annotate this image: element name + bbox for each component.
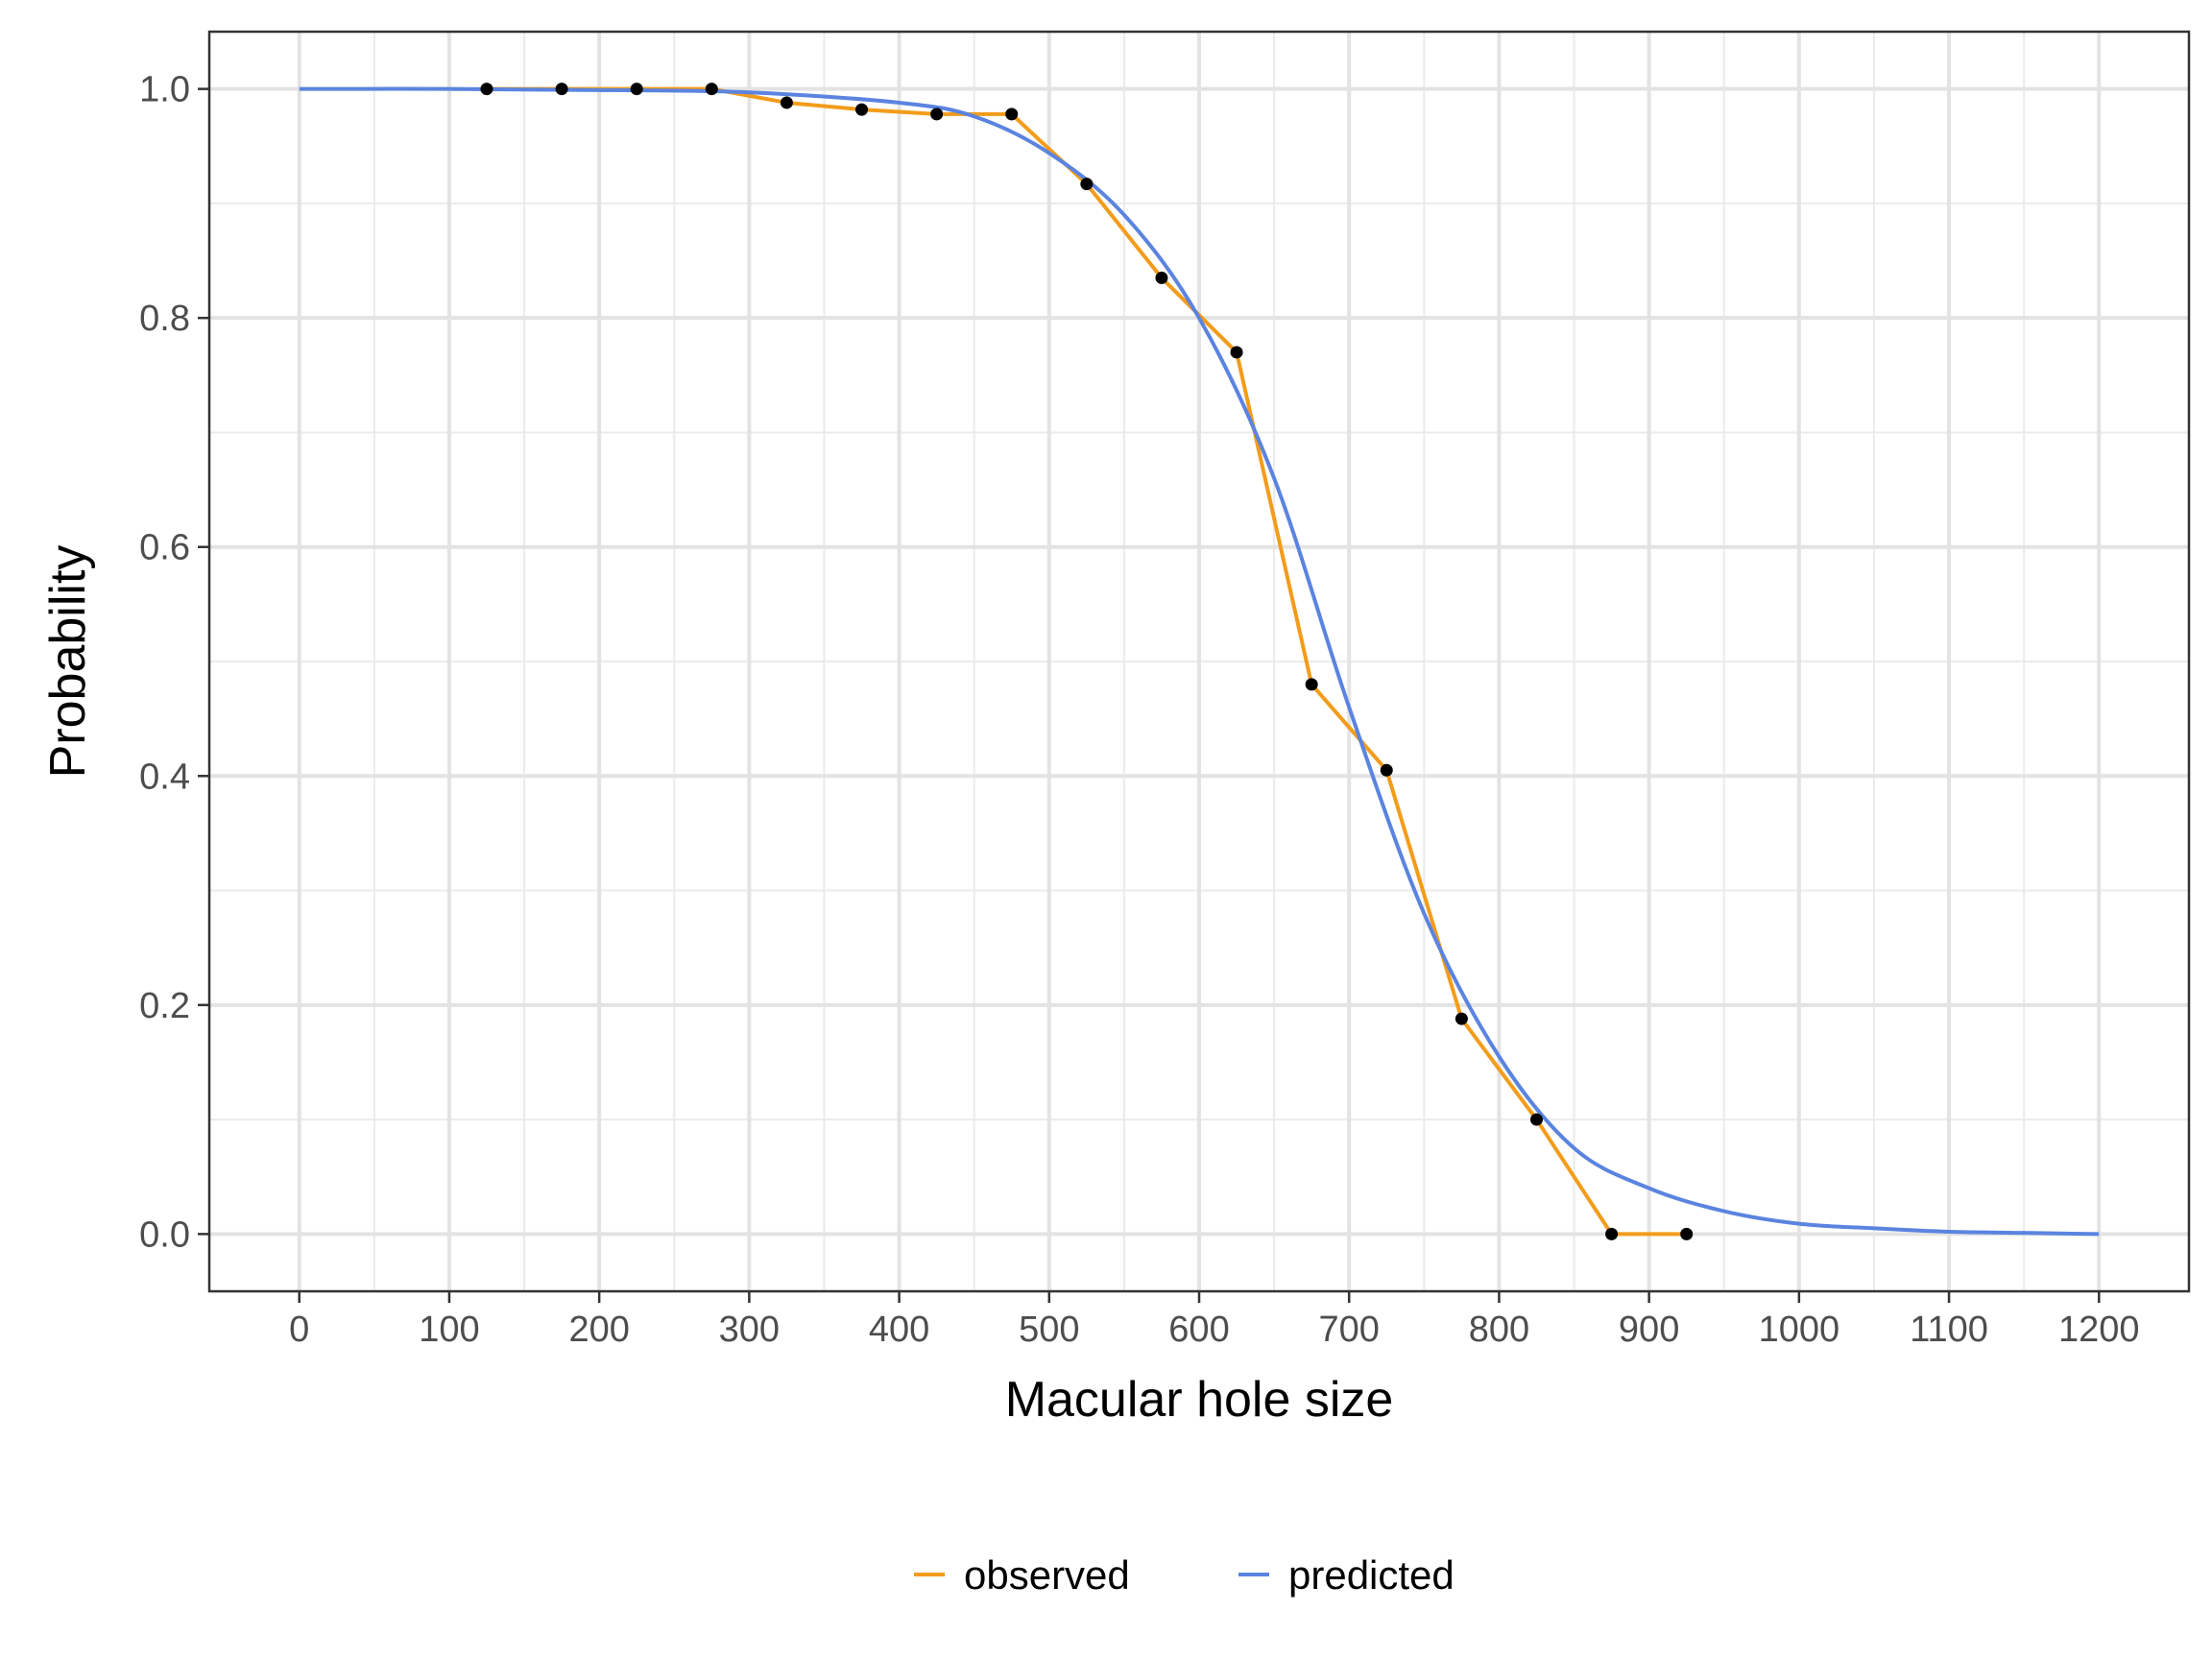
legend-label: observed <box>964 1552 1130 1598</box>
y-tick-label: 0.8 <box>139 299 190 339</box>
observed-point <box>1080 178 1094 191</box>
series-predicted-line <box>299 86 2100 1237</box>
observed-point <box>705 83 718 96</box>
observed-point <box>1005 108 1019 121</box>
x-tick-label: 500 <box>1019 1310 1079 1350</box>
y-axis-title: Probability <box>40 545 96 779</box>
y-tick-label: 0.6 <box>139 528 190 568</box>
x-tick-label: 1000 <box>1759 1310 1840 1350</box>
observed-point <box>1380 763 1393 777</box>
observed-point <box>1230 346 1243 359</box>
x-tick-label: 1200 <box>2058 1310 2140 1350</box>
observed-point <box>1305 678 1318 691</box>
legend-observed: observed <box>914 1552 1130 1598</box>
legend-predicted: predicted <box>1238 1552 1455 1598</box>
x-axis: 0 100 200 300 400 500 600 700 800 900 1000 1100 1200 <box>289 1291 2140 1350</box>
x-tick-label: 600 <box>1168 1310 1229 1350</box>
legend: observed predicted <box>914 1552 1455 1598</box>
observed-point <box>555 83 568 96</box>
observed-point <box>1605 1227 1619 1240</box>
observed-point <box>480 83 493 96</box>
x-tick-label: 200 <box>568 1310 629 1350</box>
observed-point <box>630 83 643 96</box>
grid-major <box>209 32 2189 1291</box>
y-tick-label: 1.0 <box>139 70 190 110</box>
x-axis-title: Macular hole size <box>1005 1372 1394 1428</box>
observed-point <box>1680 1227 1694 1240</box>
observed-point <box>1155 271 1168 284</box>
observed-point <box>1455 1012 1468 1025</box>
observed-point <box>1529 1113 1543 1126</box>
y-tick-label: 0.2 <box>139 986 190 1026</box>
x-tick-label: 0 <box>289 1310 309 1350</box>
observed-point <box>780 96 793 109</box>
x-tick-label: 1100 <box>1910 1310 1988 1350</box>
x-tick-label: 900 <box>1619 1310 1679 1350</box>
y-tick-label: 0.0 <box>139 1214 190 1255</box>
legend-label: predicted <box>1288 1552 1455 1598</box>
observed-point <box>930 108 944 121</box>
x-tick-label: 100 <box>419 1310 479 1350</box>
x-tick-label: 700 <box>1319 1310 1380 1350</box>
x-tick-label: 400 <box>869 1310 929 1350</box>
observed-point <box>855 103 869 116</box>
x-tick-label: 800 <box>1469 1310 1529 1350</box>
y-axis: 0.0 0.2 0.4 0.6 0.8 1.0 <box>139 70 209 1255</box>
points-layer <box>480 83 1694 1240</box>
x-tick-label: 300 <box>719 1310 780 1350</box>
y-tick-label: 0.4 <box>139 757 190 797</box>
